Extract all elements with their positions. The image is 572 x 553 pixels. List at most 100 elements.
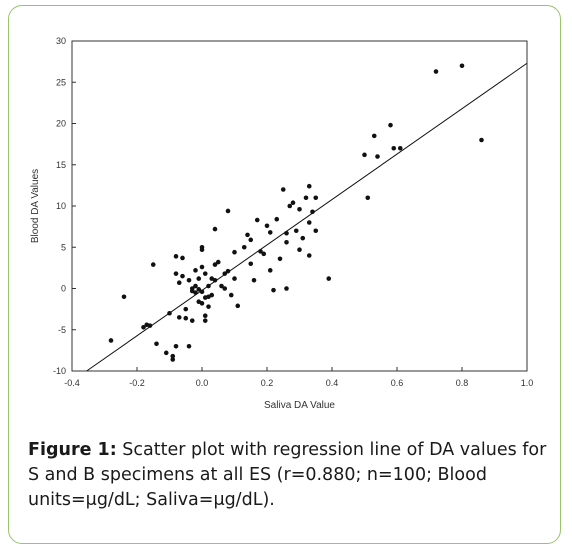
- data-point: [176, 315, 182, 320]
- data-point: [293, 228, 299, 234]
- data-point: [202, 313, 208, 319]
- data-point: [258, 249, 263, 254]
- data-point: [180, 273, 185, 279]
- data-point: [199, 247, 205, 253]
- y-axis-ticks: -10 -5 0 5 10 15 20 25 30: [53, 36, 76, 376]
- data-point: [225, 208, 231, 214]
- data-point: [121, 294, 127, 300]
- y-tick-label: 15: [56, 160, 66, 170]
- data-point: [225, 268, 231, 274]
- data-point: [215, 259, 221, 265]
- data-point: [267, 230, 273, 235]
- x-tick-label: -0.4: [64, 378, 80, 388]
- data-point: [391, 145, 397, 151]
- data-point: [206, 283, 211, 289]
- data-point: [297, 207, 302, 212]
- y-tick-label: 5: [61, 242, 66, 252]
- data-point: [290, 200, 296, 205]
- y-tick-label: 10: [56, 201, 66, 211]
- data-point: [280, 187, 286, 192]
- data-point: [196, 276, 202, 281]
- data-point: [313, 195, 319, 201]
- data-point: [186, 277, 192, 283]
- data-point: [306, 220, 312, 225]
- y-axis-label: Blood DA Values: [30, 169, 41, 243]
- data-point: [284, 230, 289, 236]
- x-axis-label: Saliva DA Value: [264, 400, 335, 411]
- data-point: [235, 303, 241, 309]
- data-point: [141, 324, 146, 330]
- data-point: [267, 268, 273, 273]
- x-tick-label: 1.0: [521, 378, 534, 388]
- data-point: [180, 255, 185, 261]
- data-point: [173, 343, 179, 349]
- y-tick-label: 30: [56, 36, 66, 46]
- data-point: [297, 247, 302, 253]
- x-tick-label: -0.2: [129, 378, 145, 388]
- data-point: [306, 183, 312, 189]
- plot-area: [71, 40, 528, 372]
- figure-frame: [8, 5, 561, 544]
- data-point: [206, 304, 211, 309]
- y-tick-label: 25: [56, 77, 66, 87]
- data-point: [274, 216, 280, 222]
- y-tick-label: 20: [56, 119, 66, 129]
- data-point: [284, 240, 289, 245]
- data-point: [248, 261, 254, 267]
- data-point: [202, 318, 208, 323]
- data-point: [228, 292, 234, 298]
- data-point: [173, 271, 179, 276]
- data-point: [388, 122, 393, 128]
- data-point: [232, 276, 237, 281]
- data-point: [310, 209, 315, 215]
- data-point: [271, 287, 276, 293]
- data-point: [183, 315, 189, 321]
- y-tick-label: -10: [53, 366, 66, 376]
- data-point: [371, 133, 377, 139]
- data-point: [199, 264, 205, 270]
- data-point: [167, 310, 172, 316]
- data-point: [163, 350, 169, 356]
- data-point: [199, 289, 205, 295]
- data-point: [254, 217, 260, 223]
- data-point: [196, 287, 202, 292]
- data-point: [479, 137, 484, 143]
- data-point: [251, 277, 257, 283]
- data-point: [277, 256, 283, 262]
- scatter-chart: -0.4 -0.2 0.0 0.2 0.4 0.6 0.8 1.0 -10 -5 0 5 10 15 20…: [30, 36, 533, 411]
- data-point: [193, 283, 198, 289]
- y-tick-label: 0: [61, 284, 66, 294]
- data-point: [300, 235, 306, 241]
- data-point: [306, 253, 312, 258]
- data-point: [397, 145, 403, 151]
- x-tick-label: 0.0: [196, 378, 209, 388]
- x-axis-ticks: -0.4 -0.2 0.0 0.2 0.4 0.6 0.8 1.0: [64, 367, 533, 388]
- data-point: [232, 249, 237, 255]
- data-point: [326, 276, 332, 281]
- figure-caption: Figure 1: Scatter plot with regression l…: [28, 438, 548, 513]
- data-point: [287, 203, 293, 209]
- data-point: [212, 277, 218, 283]
- data-point: [365, 195, 371, 201]
- data-point: [186, 343, 192, 349]
- data-point: [433, 69, 439, 74]
- data-point: [150, 262, 156, 267]
- caption-label: Figure 1:: [28, 440, 117, 460]
- y-tick-label: -5: [58, 325, 66, 335]
- data-point: [222, 286, 228, 291]
- data-points: [108, 63, 484, 362]
- data-point: [248, 237, 254, 243]
- data-point: [170, 353, 176, 359]
- x-tick-label: 0.4: [326, 378, 339, 388]
- data-point: [313, 228, 319, 234]
- data-point: [303, 195, 309, 201]
- data-point: [193, 268, 198, 273]
- data-point: [173, 254, 179, 259]
- data-point: [219, 283, 224, 289]
- data-point: [261, 251, 267, 257]
- data-point: [212, 262, 218, 267]
- data-point: [284, 286, 289, 291]
- data-point: [199, 301, 205, 306]
- data-point: [170, 357, 176, 362]
- caption-text: Scatter plot with regression line of DA …: [28, 440, 547, 510]
